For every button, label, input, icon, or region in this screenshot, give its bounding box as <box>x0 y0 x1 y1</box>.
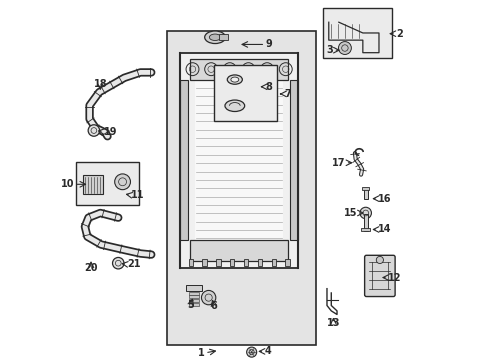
Text: 3: 3 <box>326 45 333 55</box>
Circle shape <box>201 291 215 305</box>
Polygon shape <box>180 53 298 268</box>
Bar <box>188 299 199 302</box>
Text: 13: 13 <box>326 319 340 328</box>
Text: 2: 2 <box>395 29 402 39</box>
Ellipse shape <box>230 77 238 82</box>
Text: 5: 5 <box>187 300 194 310</box>
Text: 9: 9 <box>265 40 271 49</box>
Text: 19: 19 <box>104 127 117 136</box>
Bar <box>290 80 298 240</box>
Text: 20: 20 <box>84 263 98 273</box>
Bar <box>285 259 289 266</box>
Bar <box>188 259 192 266</box>
Bar <box>180 80 187 240</box>
Ellipse shape <box>227 75 242 84</box>
Ellipse shape <box>204 31 225 44</box>
Text: 18: 18 <box>93 79 107 89</box>
Bar <box>244 259 248 266</box>
Text: 7: 7 <box>284 89 290 99</box>
Circle shape <box>376 256 383 264</box>
Bar <box>363 214 367 231</box>
Text: 15: 15 <box>343 208 357 218</box>
FancyBboxPatch shape <box>364 255 394 297</box>
Text: 11: 11 <box>131 190 144 200</box>
Bar <box>229 259 234 266</box>
Text: 4: 4 <box>264 346 270 356</box>
Bar <box>185 285 202 291</box>
Bar <box>190 59 287 80</box>
Bar <box>216 259 220 266</box>
Text: 1: 1 <box>198 348 204 358</box>
Bar <box>190 240 287 261</box>
Circle shape <box>88 125 100 136</box>
Text: 10: 10 <box>61 179 74 189</box>
Bar <box>257 259 262 266</box>
Bar <box>202 259 206 266</box>
Bar <box>363 188 367 199</box>
Text: 14: 14 <box>377 225 390 234</box>
Text: 16: 16 <box>377 194 390 204</box>
Bar <box>323 8 391 58</box>
Circle shape <box>112 257 124 269</box>
Bar <box>195 80 282 241</box>
Ellipse shape <box>224 100 244 112</box>
Bar <box>76 162 139 205</box>
Bar <box>361 228 369 231</box>
Bar <box>214 65 276 121</box>
Bar <box>188 292 199 295</box>
Bar <box>188 303 199 306</box>
Circle shape <box>115 174 130 190</box>
Circle shape <box>246 347 256 357</box>
Text: 8: 8 <box>265 82 272 92</box>
Bar <box>83 175 102 194</box>
Text: 6: 6 <box>210 301 217 311</box>
Text: 12: 12 <box>387 273 401 283</box>
Circle shape <box>359 207 371 219</box>
Bar <box>188 296 199 298</box>
Text: 17: 17 <box>331 158 345 168</box>
Ellipse shape <box>209 34 221 40</box>
Bar <box>188 288 199 291</box>
Circle shape <box>338 41 351 54</box>
Bar <box>167 31 316 345</box>
Bar <box>362 187 368 190</box>
Text: 21: 21 <box>126 259 140 269</box>
Bar <box>271 259 275 266</box>
Bar <box>219 35 228 40</box>
